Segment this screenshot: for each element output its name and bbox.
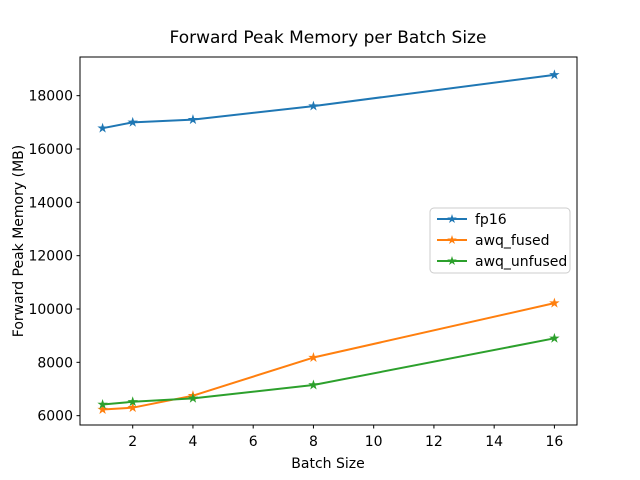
data-point-star-awq_fused <box>97 404 108 414</box>
legend-box <box>429 207 571 274</box>
data-point-star-fp16 <box>549 69 560 80</box>
data-point-star-awq_fused <box>549 297 560 308</box>
chart-title: Forward Peak Memory per Batch Size <box>170 28 487 48</box>
legend-star-marker <box>447 256 457 266</box>
legend-item-awq_fused: awq_fused <box>437 233 550 249</box>
legend: fp16 awq_fused awq_unfused <box>429 207 571 274</box>
legend-star-marker <box>447 235 457 245</box>
data-point-star-awq_fused <box>127 402 138 413</box>
x-axis-label: Batch Size <box>291 456 364 472</box>
axes-spines <box>79 56 578 426</box>
x-tick-label: 2 <box>128 434 137 450</box>
data-point-star-awq_fused <box>308 352 319 362</box>
y-tick-label: 18000 <box>28 89 73 105</box>
y-axis-label: Forward Peak Memory (MB) <box>11 145 27 337</box>
legend-star-marker <box>447 214 457 224</box>
x-tick-label: 16 <box>545 434 563 450</box>
legend-item-awq_unfused: awq_unfused <box>437 254 567 270</box>
data-point-star-awq_unfused <box>97 398 108 409</box>
y-tick-label: 10000 <box>28 302 73 318</box>
y-tick-label: 8000 <box>37 355 73 371</box>
legend-item-fp16: fp16 <box>437 212 507 228</box>
axis-ticks: 2 4 6 8 10 12 14 16 6000 8000 10000 12000 14000 16000… <box>28 89 563 450</box>
data-point-star-awq_unfused <box>549 332 560 343</box>
legend-label: fp16 <box>475 212 507 228</box>
data-point-star-fp16 <box>97 122 108 133</box>
x-tick-label: 4 <box>188 434 197 450</box>
x-tick-label: 6 <box>249 434 258 450</box>
y-tick-label: 14000 <box>28 195 73 211</box>
data-point-star-fp16 <box>308 100 319 111</box>
y-tick-label: 6000 <box>37 409 73 425</box>
y-tick-label: 16000 <box>28 142 73 158</box>
x-tick-label: 8 <box>309 434 318 450</box>
y-tick-label: 12000 <box>28 249 73 265</box>
x-tick-label: 12 <box>425 434 443 450</box>
data-series <box>97 69 560 414</box>
data-point-star-awq_unfused <box>127 396 138 407</box>
data-point-star-awq_unfused <box>308 379 319 390</box>
x-tick-label: 10 <box>365 434 383 450</box>
data-point-star-fp16 <box>127 116 138 127</box>
data-point-star-fp16 <box>187 114 199 125</box>
legend-label: awq_unfused <box>475 254 567 270</box>
legend-label: awq_fused <box>475 233 550 249</box>
data-point-star-awq_unfused <box>187 392 199 403</box>
x-tick-label: 14 <box>485 434 503 450</box>
